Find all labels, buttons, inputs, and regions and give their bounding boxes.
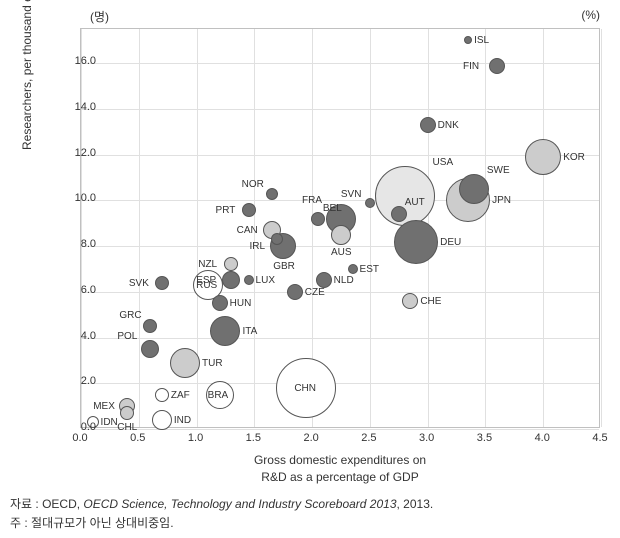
bubble-label-mex: MEX — [93, 401, 115, 412]
bubble-ita — [210, 316, 240, 346]
y-axis-label: Researchers, per thousand employment — [20, 0, 34, 150]
bubble-label-ind: IND — [174, 415, 191, 426]
bubble-label-nld: NLD — [334, 275, 354, 286]
bubble-bel — [311, 212, 325, 226]
y-tick: 16.0 — [56, 55, 96, 67]
bubble-kor — [525, 139, 561, 175]
bubble-svn — [365, 198, 375, 208]
x-tick: 4.0 — [527, 432, 557, 444]
bubble-label-gbr: GBR — [273, 261, 295, 272]
bubble-label-nor: NOR — [242, 179, 264, 190]
bubble-chl — [120, 406, 134, 420]
bubble-cze — [287, 284, 303, 300]
bubble-label-swe: SWE — [487, 165, 510, 176]
chart-container: (명) (%) Researchers, per thousand employ… — [0, 0, 620, 538]
bubble-deu — [394, 220, 438, 264]
bubble-label-pol: POL — [117, 331, 137, 342]
bubble-label-lux: LUX — [256, 275, 275, 286]
bubble-hun — [212, 295, 228, 311]
bubble-label-isl: ISL — [474, 35, 489, 46]
bubble-swe — [459, 174, 489, 204]
y-tick: 4.0 — [56, 330, 96, 342]
bubble-label-idn: IDN — [101, 417, 118, 428]
y-tick: 14.0 — [56, 101, 96, 113]
bubble-label-dnk: DNK — [438, 120, 459, 131]
y-tick: 10.0 — [56, 192, 96, 204]
x-tick: 2.5 — [354, 432, 384, 444]
x-tick: 4.5 — [585, 432, 615, 444]
bubble-nzl — [224, 257, 238, 271]
bubble-label-kor: KOR — [563, 152, 585, 163]
bubble-ind — [152, 410, 172, 430]
bubble-label-svn: SVN — [341, 189, 362, 200]
bubble-label-hun: HUN — [230, 298, 252, 309]
bubble-aut — [391, 206, 407, 222]
bubble-che — [402, 293, 418, 309]
bubble-dnk — [420, 117, 436, 133]
y-tick: 2.0 — [56, 375, 96, 387]
bubble-label-aus: AUS — [331, 247, 352, 258]
bubble-tur — [170, 348, 200, 378]
bubble-grc — [143, 319, 157, 333]
bubble-lux — [244, 275, 254, 285]
x-tick: 2.0 — [296, 432, 326, 444]
bubble-label-usa: USA — [433, 157, 454, 168]
y-tick: 8.0 — [56, 238, 96, 250]
x-tick: 3.5 — [469, 432, 499, 444]
bubble-pol — [141, 340, 159, 358]
bubble-svk — [155, 276, 169, 290]
bubble-zaf — [155, 388, 169, 402]
x-unit-label: (%) — [581, 8, 600, 22]
y-tick: 6.0 — [56, 284, 96, 296]
bubble-est — [348, 264, 358, 274]
x-axis-label: Gross domestic expenditures on R&D as a … — [80, 452, 600, 486]
bubble-isl — [464, 36, 472, 44]
bubble-label-prt: PRT — [216, 205, 236, 216]
x-tick: 1.5 — [238, 432, 268, 444]
bubble-label-nzl: NZL — [198, 259, 217, 270]
bubble-esp — [222, 271, 240, 289]
y-tick: 12.0 — [56, 147, 96, 159]
bubble-label-che: CHE — [420, 296, 441, 307]
source-text: 자료 : OECD, OECD Science, Technology and … — [10, 495, 433, 512]
bubble-chn — [276, 358, 336, 418]
bubble-bra — [206, 381, 234, 409]
x-tick: 1.0 — [181, 432, 211, 444]
bubble-fin — [489, 58, 505, 74]
plot-area: IDNCHLMEXINDZAFPOLGRCTURSVKBRARUSHUNITAN… — [80, 28, 600, 428]
x-tick: 0.0 — [65, 432, 95, 444]
bubble-label-zaf: ZAF — [171, 390, 190, 401]
x-tick: 3.0 — [412, 432, 442, 444]
bubble-nld — [316, 272, 332, 288]
bubble-label-tur: TUR — [202, 358, 223, 369]
bubble-aus — [331, 225, 351, 245]
note-text: 주 : 절대규모가 아닌 상대비중임. — [10, 514, 174, 531]
x-tick: 0.5 — [123, 432, 153, 444]
bubble-label-fin: FIN — [463, 61, 479, 72]
bubble-nor — [266, 188, 278, 200]
y-unit-label: (명) — [90, 8, 109, 25]
bubble-prt — [242, 203, 256, 217]
